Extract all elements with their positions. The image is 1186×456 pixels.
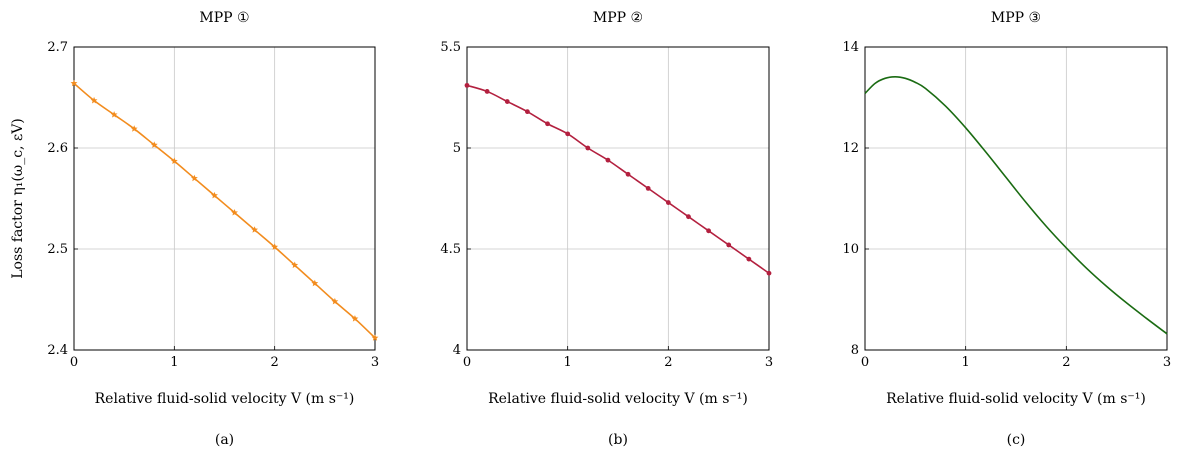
data-point: [625, 171, 631, 177]
y-tick-label: 8: [851, 343, 859, 358]
panel-caption: (b): [608, 432, 628, 448]
y-tick-label: 2.7: [47, 40, 68, 55]
data-point: [545, 121, 550, 127]
data-point: [686, 214, 691, 220]
data-point: [726, 242, 732, 248]
y-axis-label: Loss factor η₁(ω_c, εV): [10, 118, 26, 279]
chart-title: MPP ①: [199, 10, 249, 26]
y-tick-label: 2.4: [47, 343, 68, 358]
series-line: [864, 75, 1168, 335]
data-point: [665, 200, 671, 205]
x-tick-label: 0: [861, 355, 869, 370]
data-point: [605, 157, 611, 163]
data-point: [251, 226, 259, 233]
y-tick-label: 14: [842, 40, 859, 55]
x-tick-label: 3: [1163, 355, 1171, 370]
data-point: [645, 186, 651, 191]
data-point: [706, 228, 711, 234]
data-point: [150, 141, 158, 148]
x-axis-label: Relative fluid-solid velocity V (m s⁻¹): [95, 391, 355, 407]
data-point: [746, 256, 752, 262]
data-point: [70, 79, 78, 87]
x-tick-label: 0: [70, 355, 78, 370]
x-tick-label: 1: [962, 355, 970, 370]
x-tick-label: 3: [371, 355, 379, 370]
x-tick-label: 1: [564, 355, 572, 370]
data-point: [371, 334, 379, 341]
series-line: [466, 84, 770, 274]
data-point: [331, 297, 339, 305]
data-point: [130, 125, 138, 132]
data-point: [231, 209, 238, 216]
y-tick-label: 10: [842, 242, 859, 257]
plot-frame: [73, 46, 376, 351]
data-point: [190, 174, 198, 182]
data-point: [525, 109, 530, 115]
data-point: [484, 89, 490, 94]
y-tick-label: 5: [453, 141, 461, 156]
y-tick-label: 12: [842, 141, 859, 156]
x-tick-label: 0: [463, 355, 471, 370]
data-point: [271, 243, 279, 250]
plot-frame: [466, 46, 770, 351]
x-tick-label: 2: [271, 355, 279, 370]
y-tick-label: 5.5: [440, 40, 461, 55]
x-tick-label: 2: [664, 355, 672, 370]
y-tick-label: 2.5: [47, 242, 68, 257]
data-point: [90, 96, 98, 104]
data-point: [351, 315, 359, 322]
y-tick-label: 2.6: [47, 141, 68, 156]
panel-caption: (a): [215, 432, 234, 448]
x-axis-label: Relative fluid-solid velocity V (m s⁻¹): [488, 391, 748, 407]
data-point: [464, 82, 470, 88]
data-point: [211, 191, 218, 199]
data-point: [291, 261, 299, 269]
y-tick-label: 4.5: [440, 242, 461, 257]
data-point: [311, 279, 319, 287]
panel-caption: (c): [1007, 432, 1026, 448]
data-point: [565, 131, 571, 137]
series-line: [73, 82, 376, 339]
data-point: [585, 145, 591, 151]
chart-title: MPP ②: [593, 10, 643, 26]
chart-panel-1: 0 1 2 3 4 4.5 5 5.5 MPP ② Relative fluid-solid ve…: [440, 10, 773, 448]
x-tick-label: 3: [765, 355, 773, 370]
data-point: [170, 157, 178, 165]
chart-panel-0: 0 1 2 3 2.4 2.5 2.6 2.7 MPP ① Relative fluid-soli…: [10, 10, 379, 448]
data-point: [766, 270, 772, 276]
plot-frame: [864, 46, 1168, 351]
x-tick-label: 2: [1062, 355, 1070, 370]
chart-title: MPP ③: [991, 10, 1041, 26]
x-axis-label: Relative fluid-solid velocity V (m s⁻¹): [886, 391, 1146, 407]
y-tick-label: 4: [453, 343, 461, 358]
data-point: [504, 99, 510, 104]
x-tick-label: 1: [170, 355, 178, 370]
data-point: [110, 111, 118, 118]
